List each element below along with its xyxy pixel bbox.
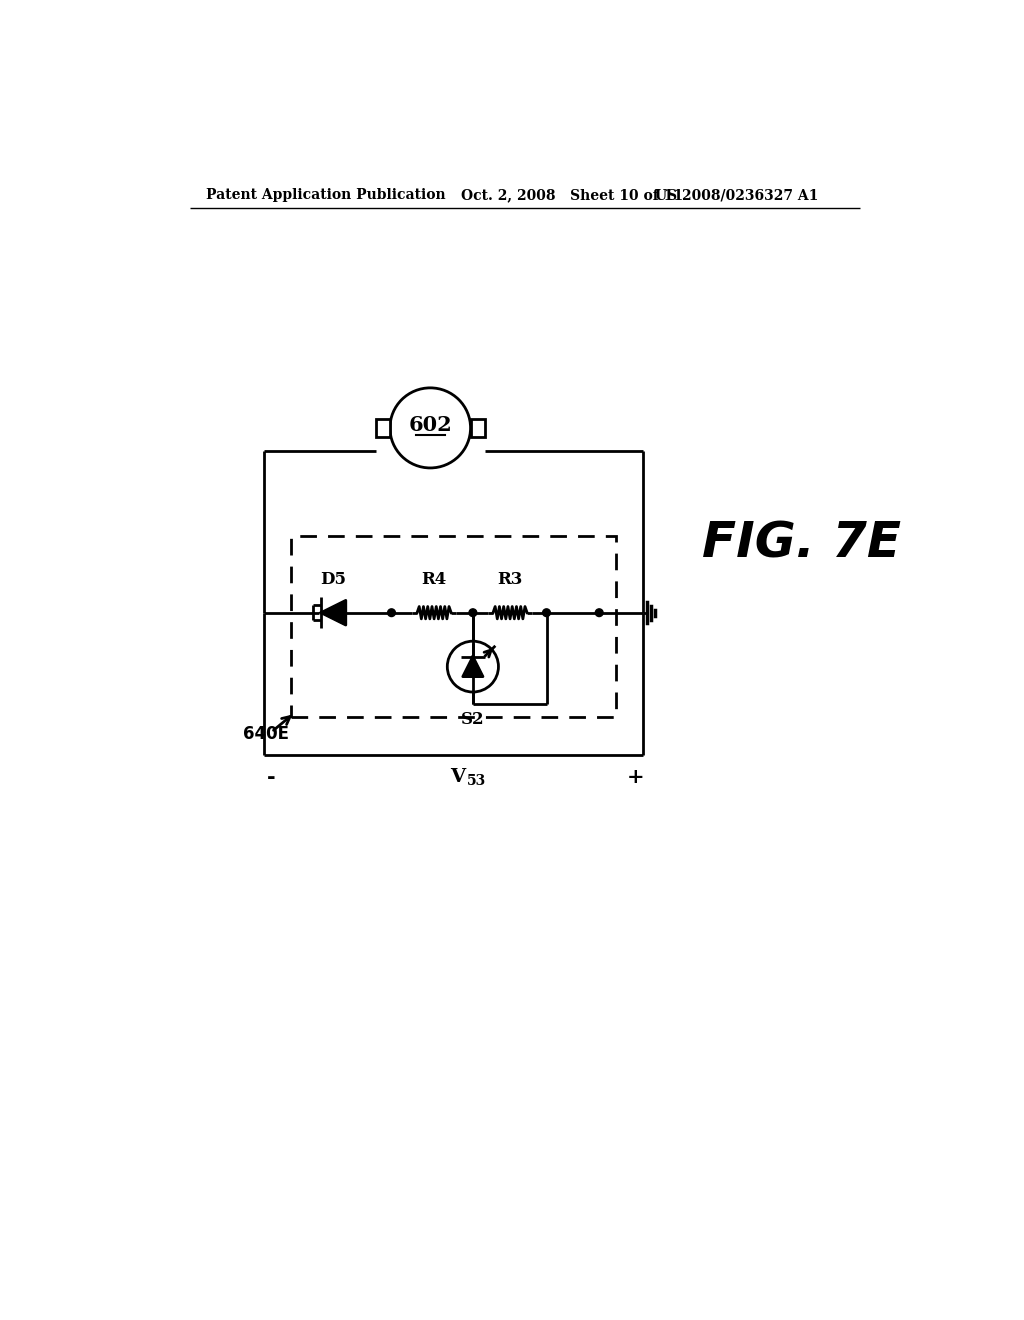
Text: US 2008/0236327 A1: US 2008/0236327 A1 <box>655 189 818 202</box>
Text: -: - <box>267 767 275 787</box>
Polygon shape <box>463 656 483 677</box>
Text: Oct. 2, 2008   Sheet 10 of 11: Oct. 2, 2008 Sheet 10 of 11 <box>461 189 683 202</box>
Text: +: + <box>627 767 644 787</box>
Text: R4: R4 <box>422 572 446 589</box>
Circle shape <box>469 609 477 616</box>
Circle shape <box>388 609 395 616</box>
Bar <box>376 418 390 437</box>
Text: FIG. 7E: FIG. 7E <box>701 519 900 568</box>
Text: 602: 602 <box>409 414 453 434</box>
Text: S2: S2 <box>461 711 484 729</box>
Polygon shape <box>321 601 346 626</box>
Bar <box>471 418 484 437</box>
Circle shape <box>595 609 603 616</box>
Text: 53: 53 <box>467 775 486 788</box>
Text: R3: R3 <box>498 572 523 589</box>
Text: Patent Application Publication: Patent Application Publication <box>206 189 445 202</box>
Text: 640E: 640E <box>243 726 289 743</box>
Text: V: V <box>450 768 465 785</box>
Text: D5: D5 <box>321 572 346 589</box>
Circle shape <box>543 609 550 616</box>
